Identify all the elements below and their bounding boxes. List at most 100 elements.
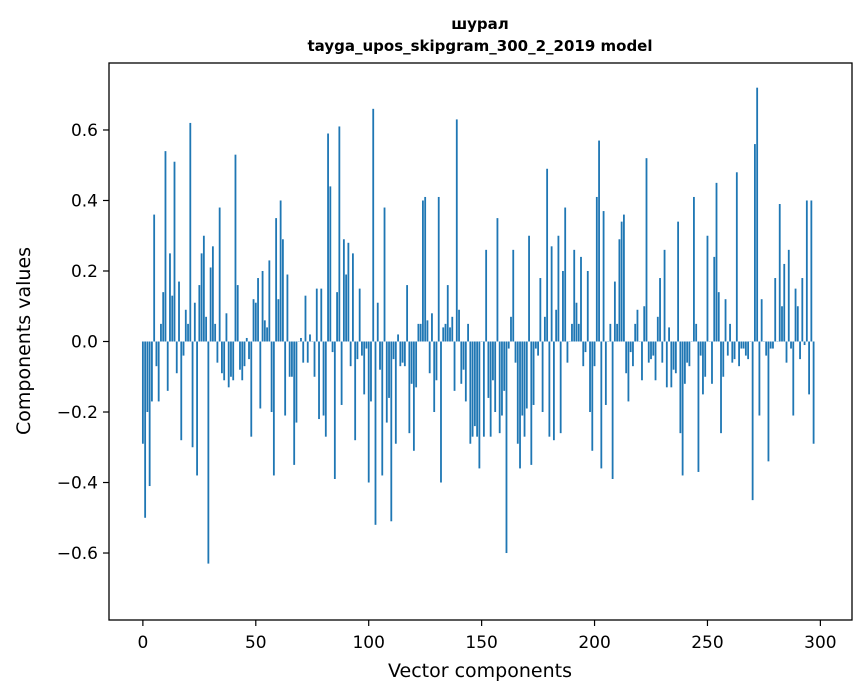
- bar: [781, 306, 783, 341]
- bar: [655, 342, 657, 381]
- bar: [743, 342, 745, 349]
- bar: [384, 208, 386, 342]
- bar: [318, 342, 320, 420]
- bar: [210, 267, 212, 341]
- bar: [338, 126, 340, 341]
- bar: [404, 342, 406, 367]
- bar: [621, 222, 623, 342]
- bar: [467, 324, 469, 342]
- bar: [722, 342, 724, 377]
- bar: [492, 342, 494, 381]
- bar: [275, 218, 277, 341]
- bar: [808, 342, 810, 395]
- bar: [548, 342, 550, 437]
- bar: [196, 342, 198, 476]
- bar: [309, 334, 311, 341]
- bar: [223, 342, 225, 381]
- bar: [772, 342, 774, 349]
- x-tick-label: 300: [804, 633, 836, 653]
- bar: [544, 317, 546, 342]
- bar: [711, 342, 713, 384]
- bar: [239, 342, 241, 370]
- bar: [350, 342, 352, 367]
- bar: [381, 342, 383, 476]
- bar: [515, 342, 517, 363]
- bar: [478, 342, 480, 469]
- bar: [806, 200, 808, 341]
- bar: [422, 200, 424, 341]
- bar: [571, 324, 573, 342]
- bar: [390, 342, 392, 522]
- bar: [519, 342, 521, 469]
- bar: [790, 342, 792, 349]
- bar: [605, 342, 607, 405]
- bar: [623, 215, 625, 342]
- bar: [652, 342, 654, 356]
- bar: [560, 342, 562, 434]
- bar: [718, 292, 720, 341]
- bar: [375, 342, 377, 525]
- bar: [643, 306, 645, 341]
- bar: [483, 342, 485, 437]
- bar: [501, 342, 503, 416]
- bar: [637, 310, 639, 342]
- x-tick-label: 150: [465, 633, 497, 653]
- bar: [485, 250, 487, 342]
- bar: [153, 215, 155, 342]
- bar: [420, 324, 422, 342]
- bar: [406, 285, 408, 341]
- bar: [302, 342, 304, 363]
- bar: [451, 317, 453, 342]
- bar: [625, 342, 627, 374]
- bar: [616, 324, 618, 342]
- x-tick-label: 100: [352, 633, 384, 653]
- bar: [300, 338, 302, 342]
- bar: [454, 342, 456, 391]
- bar: [266, 327, 268, 341]
- bar: [357, 342, 359, 360]
- bar: [237, 285, 239, 341]
- bar: [217, 342, 219, 363]
- bar: [646, 158, 648, 341]
- bar: [786, 342, 788, 363]
- bar: [598, 141, 600, 342]
- bar: [445, 324, 447, 342]
- bar: [325, 342, 327, 437]
- bar: [792, 342, 794, 416]
- bar: [291, 342, 293, 377]
- bar: [142, 342, 144, 444]
- x-tick-label: 50: [245, 633, 267, 653]
- bar: [804, 342, 806, 346]
- bar: [250, 342, 252, 437]
- bar: [813, 342, 815, 444]
- bar: [659, 278, 661, 341]
- x-axis-label: Vector components: [388, 660, 572, 682]
- bar: [438, 197, 440, 342]
- bar: [596, 197, 598, 342]
- bar: [361, 342, 363, 356]
- bar: [427, 320, 429, 341]
- bar: [377, 303, 379, 342]
- bar: [192, 342, 194, 448]
- bar: [740, 342, 742, 349]
- bar: [388, 342, 390, 398]
- bar: [235, 155, 237, 342]
- bar: [316, 289, 318, 342]
- bar: [282, 239, 284, 341]
- bar: [612, 342, 614, 479]
- bar: [716, 183, 718, 342]
- bar: [641, 342, 643, 381]
- bar: [675, 342, 677, 374]
- bar: [533, 342, 535, 405]
- bar: [603, 211, 605, 341]
- bar: [395, 342, 397, 444]
- bar: [542, 342, 544, 413]
- bar: [725, 299, 727, 341]
- bar: [449, 327, 451, 341]
- bar: [366, 342, 368, 349]
- bar: [271, 342, 273, 413]
- bar: [765, 342, 767, 356]
- bar: [397, 334, 399, 341]
- bar: [305, 296, 307, 342]
